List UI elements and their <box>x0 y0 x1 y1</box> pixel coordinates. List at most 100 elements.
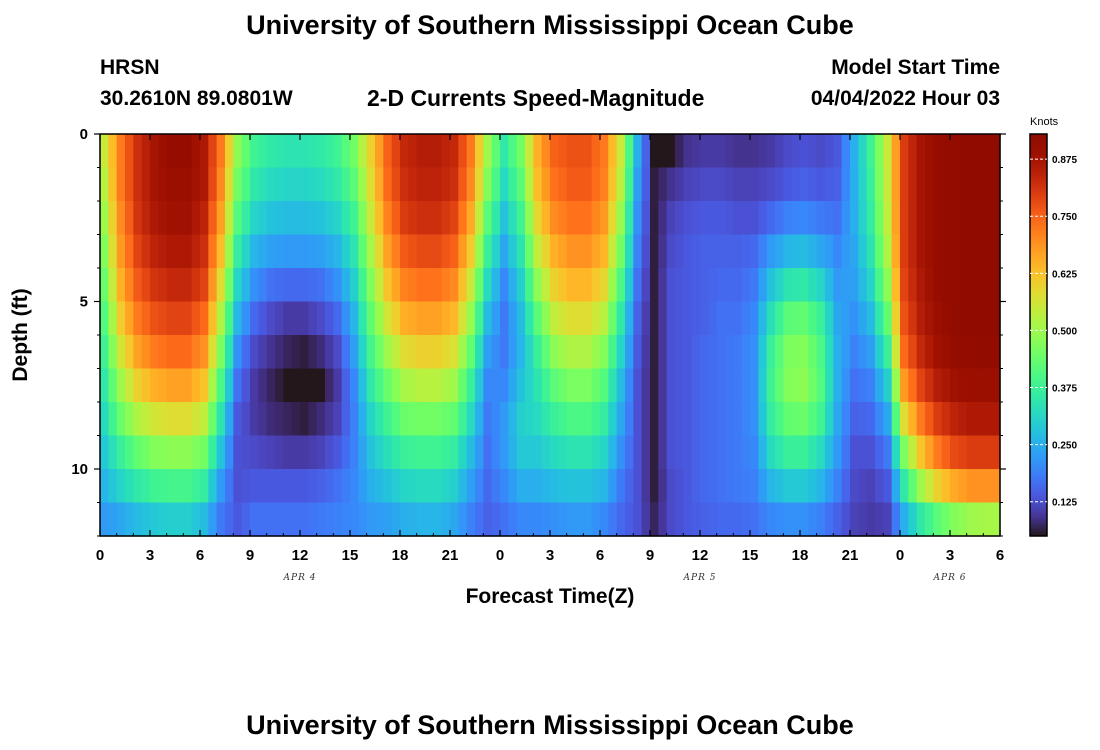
heatmap-cell <box>400 402 409 437</box>
heatmap-cell <box>675 167 684 202</box>
heatmap-cell <box>200 234 209 269</box>
heatmap-cell <box>491 301 501 336</box>
x-tick-label: 0 <box>496 547 504 564</box>
heatmap-cell <box>550 502 559 537</box>
heatmap-cell <box>133 201 143 236</box>
heatmap-cell <box>766 234 776 269</box>
heatmap-cell <box>491 268 501 303</box>
heatmap-cell <box>608 234 618 269</box>
heatmap-cell <box>625 335 634 370</box>
heatmap-cell <box>400 268 409 303</box>
heatmap-cell <box>700 469 709 504</box>
heatmap-cell <box>550 335 559 370</box>
heatmap-cell <box>450 201 459 236</box>
heatmap-cell <box>675 469 684 504</box>
heatmap-cell <box>816 134 826 169</box>
heatmap-cell <box>216 234 226 269</box>
heatmap-cell <box>191 167 201 202</box>
heatmap-cell <box>516 167 526 202</box>
heatmap-cell <box>750 335 759 370</box>
heatmap-cell <box>633 335 643 370</box>
heatmap-cell <box>258 469 268 504</box>
heatmap-cell <box>366 167 376 202</box>
heatmap-cell <box>500 469 509 504</box>
heatmap-cell <box>616 234 626 269</box>
heatmap-cell <box>983 435 993 470</box>
heatmap-cell <box>575 335 584 370</box>
heatmap-cell <box>950 201 959 236</box>
heatmap-cell <box>308 335 318 370</box>
heatmap-cell <box>966 335 976 370</box>
heatmap-cell <box>200 134 209 169</box>
heatmap-cell <box>575 402 584 437</box>
heatmap-cell <box>300 368 309 403</box>
heatmap-cell <box>675 301 684 336</box>
heatmap-cell <box>866 435 876 470</box>
heatmap-cell <box>908 134 918 169</box>
heatmap-cell <box>250 335 259 370</box>
heatmap-cell <box>416 502 426 537</box>
heatmap-cell <box>858 402 868 437</box>
heatmap-cell <box>116 402 126 437</box>
heatmap-cell <box>158 134 168 169</box>
heatmap-cell <box>125 234 134 269</box>
heatmap-cell <box>516 201 526 236</box>
heatmap-cell <box>641 268 651 303</box>
x-tick-label: 3 <box>946 547 954 564</box>
heatmap-cell <box>808 502 818 537</box>
heatmap-cell <box>191 368 201 403</box>
heatmap-cell <box>458 502 468 537</box>
heatmap-cell <box>825 368 834 403</box>
heatmap-cell <box>641 368 651 403</box>
heatmap-cell <box>908 335 918 370</box>
heatmap-cell <box>733 234 743 269</box>
heatmap-cell <box>566 134 576 169</box>
heatmap-cell <box>458 402 468 437</box>
colorbar-tick-label: 0.750 <box>1052 212 1077 223</box>
heatmap-cell <box>808 234 818 269</box>
heatmap-cell <box>766 268 776 303</box>
heatmap-cell <box>941 167 951 202</box>
heatmap-cell <box>316 268 326 303</box>
heatmap-cell <box>158 335 168 370</box>
heatmap-cell <box>258 201 268 236</box>
heatmap-cell <box>408 134 418 169</box>
heatmap-cell <box>600 301 609 336</box>
heatmap-cell <box>291 234 301 269</box>
heatmap-cell <box>716 301 726 336</box>
station-name: HRSN <box>100 56 160 79</box>
heatmap-cell <box>558 268 568 303</box>
heatmap-cell <box>650 335 659 370</box>
heatmap-cell <box>500 167 509 202</box>
heatmap-cell <box>966 402 976 437</box>
heatmap-cell <box>341 134 351 169</box>
heatmap-cell <box>775 234 784 269</box>
heatmap-cell <box>675 134 684 169</box>
heatmap-cell <box>125 167 134 202</box>
heatmap-cell <box>208 201 218 236</box>
heatmap-cell <box>133 301 143 336</box>
heatmap-cell <box>841 368 851 403</box>
heatmap-cell <box>941 402 951 437</box>
heatmap-cell <box>625 301 634 336</box>
heatmap-cell <box>833 301 843 336</box>
heatmap-cell <box>116 234 126 269</box>
heatmap-cell <box>275 502 284 537</box>
heatmap-cell <box>708 201 718 236</box>
heatmap-cell <box>675 502 684 537</box>
heatmap-cell <box>450 435 459 470</box>
heatmap-cell <box>366 469 376 504</box>
heatmap-cell <box>316 301 326 336</box>
heatmap-cell <box>283 234 293 269</box>
heatmap-cell <box>716 368 726 403</box>
heatmap-cell <box>591 335 601 370</box>
heatmap-cell <box>200 502 209 537</box>
heatmap-cell <box>175 435 184 470</box>
x-tick-label: 9 <box>246 547 254 564</box>
heatmap-cell <box>783 167 793 202</box>
heatmap-cell <box>416 335 426 370</box>
heatmap-cell <box>383 134 393 169</box>
heatmap-cell <box>466 402 476 437</box>
heatmap-cell <box>741 335 751 370</box>
heatmap-cell <box>950 134 959 169</box>
